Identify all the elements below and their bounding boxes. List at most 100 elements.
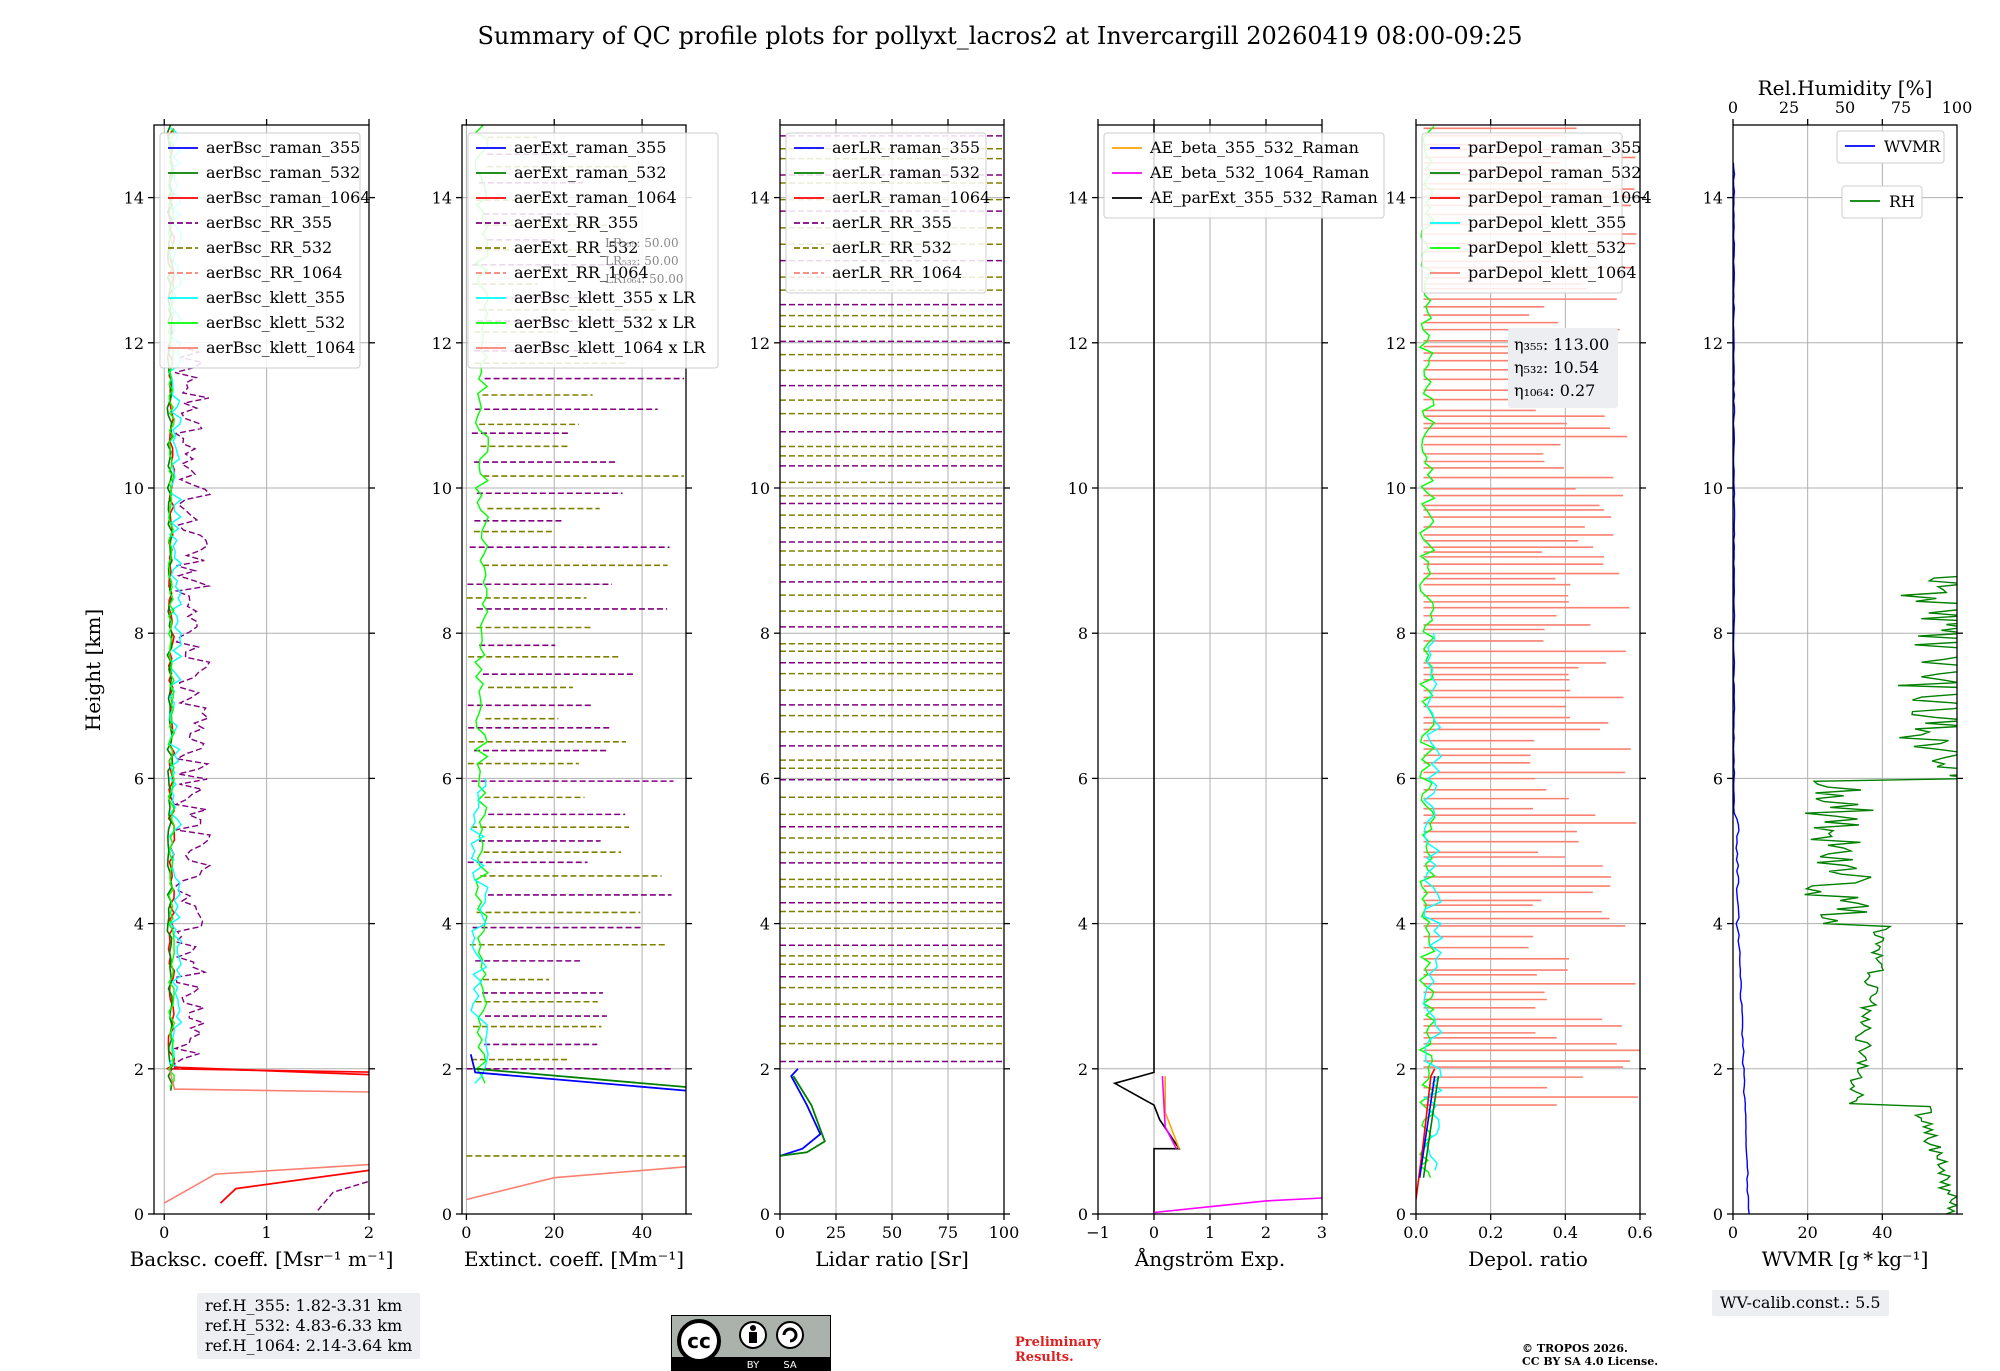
y-tick-label: 10 [750, 479, 770, 498]
legend-item: aerExt_RR_355 [514, 213, 638, 232]
figure-title: Summary of QC profile plots for pollyxt_… [477, 22, 1523, 50]
y-tick-label: 12 [750, 334, 770, 353]
y-tick-label: 12 [432, 334, 452, 353]
y-tick-label: 12 [1703, 334, 1723, 353]
legend-item: parDepol_raman_1064 [1468, 188, 1652, 207]
eta-annotation: η₃₅₅: 113.00 [1514, 335, 1609, 354]
lr-annotation: LR₅₃₂: 50.00 [605, 254, 679, 268]
y-tick-label: 10 [1068, 479, 1088, 498]
y-tick-label: 12 [124, 334, 144, 353]
preliminary-results-note: Preliminary Results. [1015, 1335, 1101, 1365]
legend-item: parDepol_klett_355 [1468, 213, 1626, 232]
series-group [1112, 125, 1322, 1214]
panel-frame [461, 124, 687, 1215]
y-tick-label: 2 [1396, 1060, 1406, 1079]
y-tick-label: 6 [760, 769, 770, 788]
legend-item: aerBsc_klett_532 x LR [514, 313, 696, 332]
legend-item: aerLR_RR_1064 [832, 263, 962, 282]
x-tick-label: 0.4 [1553, 1223, 1578, 1242]
legend-box [1103, 132, 1385, 219]
x-tick-label: 0.2 [1478, 1223, 1503, 1242]
y-tick-label: 8 [760, 624, 770, 643]
y-tick-label: 8 [1078, 624, 1088, 643]
cc-badge-text: cc [687, 1329, 711, 1353]
x-axis-label: Backsc. coeff. [Msr⁻¹ m⁻¹] [130, 1247, 394, 1271]
x-tick-label: 40 [1872, 1223, 1892, 1242]
legend-item: aerBsc_klett_355 [206, 288, 345, 307]
by-person-head [750, 1325, 756, 1331]
legend-item: parDepol_klett_1064 [1468, 263, 1637, 282]
eta-box [1508, 328, 1618, 408]
y-tick-label: 0 [1713, 1205, 1723, 1224]
y-tick-label: 6 [1078, 769, 1088, 788]
series-group [1733, 162, 1957, 1214]
legend-item: aerBsc_klett_532 [206, 313, 345, 332]
x-tick-label: 2 [364, 1223, 374, 1242]
legend-item: aerBsc_RR_532 [206, 238, 332, 257]
series-aerBsc-klett-355-x-lr [469, 778, 489, 1084]
by-person-body [749, 1332, 757, 1343]
x-tick-label: 0 [775, 1223, 785, 1242]
x-tick-label: 1 [262, 1223, 272, 1242]
x-axis-label: WVMR [g * kg⁻¹] [1762, 1247, 1929, 1271]
ref-h-532: ref.H_532: 4.83-6.33 km [205, 1316, 403, 1335]
cc-license-badge: cc BY SA [671, 1315, 831, 1371]
y-tick-label: 4 [134, 915, 144, 934]
legend-item-wvmr: WVMR [1884, 137, 1941, 156]
legend-item: aerBsc_klett_1064 x LR [514, 338, 706, 357]
x-tick-label: −1 [1086, 1223, 1110, 1242]
ref-h-1064: ref.H_1064: 2.14-3.64 km [205, 1336, 413, 1355]
y-tick-label: 14 [124, 189, 144, 208]
x-axis-label: Extinct. coeff. [Mm⁻¹] [464, 1247, 684, 1271]
y-tick-label: 10 [124, 479, 144, 498]
preliminary-line-1: Preliminary [1015, 1335, 1101, 1350]
series-aerBsc-klett-1064 [168, 1068, 369, 1093]
x-axis-label: Lidar ratio [Sr] [815, 1247, 969, 1271]
y-tick-label: 6 [1713, 769, 1723, 788]
series-aerBsc-klett-1064-low [163, 1163, 369, 1204]
sa-share-icon [776, 1321, 804, 1349]
series-ae-beta-532-1064 [1153, 1197, 1322, 1214]
y-tick-label: 4 [1396, 915, 1406, 934]
series-aerBsc-rr-355 [172, 346, 212, 1069]
x-tick-label: 0 [461, 1223, 471, 1242]
legend-item: parDepol_raman_355 [1468, 138, 1641, 157]
y-tick-label: 8 [442, 624, 452, 643]
y-tick-label: 4 [760, 915, 770, 934]
x-tick-label: 100 [989, 1223, 1020, 1242]
y-tick-label: 6 [1396, 769, 1406, 788]
top-x-tick-label: 75 [1891, 98, 1911, 117]
legend-item: aerLR_raman_1064 [832, 188, 990, 207]
y-tick-label: 6 [442, 769, 452, 788]
series-aerLR-raman-532 [780, 1075, 826, 1157]
y-tick-label: 0 [1078, 1205, 1088, 1224]
legend-item: AE_beta_532_1064_Raman [1149, 163, 1369, 182]
by-label: BY [747, 1360, 760, 1371]
legend-item: aerLR_raman_532 [832, 163, 980, 182]
y-tick-label: 2 [760, 1060, 770, 1079]
x-tick-label: 0 [159, 1223, 169, 1242]
x-axis-label: Depol. ratio [1468, 1247, 1588, 1271]
eta-annotation: η₁₀₆₄: 0.27 [1514, 381, 1595, 400]
legend-item: aerLR_raman_355 [832, 138, 980, 157]
y-tick-label: 10 [432, 479, 452, 498]
sa-arrow-icon [782, 1327, 798, 1343]
legend-box-wvmr [1836, 130, 1945, 164]
sa-label: SA [783, 1360, 797, 1371]
legend-item: aerExt_raman_355 [514, 138, 667, 157]
series-ae-parExt-355-532 [1112, 125, 1181, 1214]
x-tick-label: 75 [938, 1223, 958, 1242]
y-tick-label: 0 [1396, 1205, 1406, 1224]
y-tick-label: 10 [1386, 479, 1406, 498]
preliminary-line-2: Results. [1015, 1350, 1074, 1365]
y-tick-label: 12 [1068, 334, 1088, 353]
top-x-axis-label: Rel.Humidity [%] [1758, 76, 1933, 100]
legend-item: aerBsc_RR_355 [206, 213, 332, 232]
legend-item: AE_beta_355_532_Raman [1149, 138, 1359, 157]
x-axis-label: Ångström Exp. [1134, 1246, 1285, 1271]
x-tick-label: 0 [1728, 1223, 1738, 1242]
series-parDepol-raman-355 [1418, 1075, 1436, 1178]
series-aerLR-raman-355 [780, 1068, 822, 1157]
